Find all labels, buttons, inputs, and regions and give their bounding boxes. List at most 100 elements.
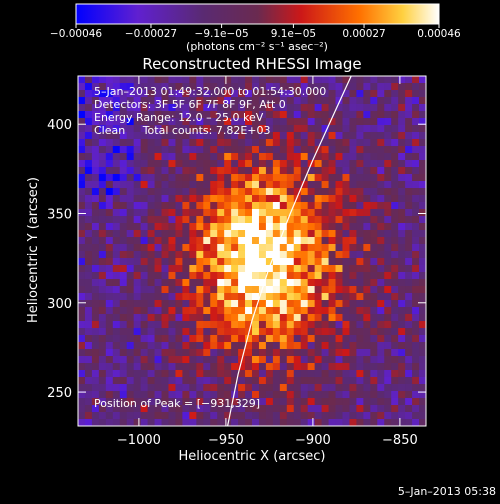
heatmap-cell [258,335,267,343]
heatmap-cell [370,160,378,168]
heatmap-cell [328,76,337,84]
heatmap-cell [307,251,316,259]
heatmap-cell [245,412,253,420]
heatmap-cell [286,90,295,98]
heatmap-cell [84,265,93,273]
heatmap-cell [105,174,114,182]
heatmap-cell [335,139,344,147]
heatmap-cell [356,342,364,350]
heatmap-cell [98,328,107,336]
heatmap-cell [335,125,344,133]
heatmap-cell [224,342,232,350]
heatmap-cell [405,97,413,105]
heatmap-cell [307,104,316,112]
heatmap-cell [307,356,316,364]
heatmap-cell [245,146,253,154]
heatmap-cell [293,104,302,112]
heatmap-cell [105,111,114,119]
heatmap-cell [105,349,114,357]
heatmap-cell [252,293,260,301]
heatmap-cell [363,265,371,273]
heatmap-cell [286,118,295,126]
heatmap-cell [272,370,281,378]
heatmap-cell [321,349,330,357]
heatmap-cell [293,146,302,154]
heatmap-cell [335,76,344,84]
heatmap-cell [349,195,357,203]
heatmap-cell [133,202,142,210]
heatmap-cell [391,363,399,371]
heatmap-cell [286,377,295,385]
heatmap-cell [245,125,253,133]
heatmap-cell [84,146,93,154]
heatmap-cell [342,356,351,364]
heatmap-cell [265,356,274,364]
heatmap-cell [154,286,163,294]
heatmap-cell [293,377,302,385]
heatmap-cell [286,314,295,322]
heatmap-cell [210,328,218,336]
heatmap-cell [217,300,225,308]
heatmap-cell [231,398,239,406]
heatmap-cell [238,370,246,378]
heatmap-cell [161,412,170,420]
heatmap-cell [105,398,114,406]
heatmap-cell [126,384,135,392]
heatmap-cell [182,272,190,280]
heatmap-cell [412,132,420,140]
heatmap-cell [412,279,420,287]
heatmap-cell [224,293,232,301]
heatmap-cell [175,83,183,91]
heatmap-cell [293,335,302,343]
heatmap-cell [210,391,218,399]
heatmap-cell [224,125,232,133]
heatmap-cell [210,265,218,273]
heatmap-cell [231,125,239,133]
heatmap-cell [391,321,399,329]
heatmap-cell [265,377,274,385]
heatmap-cell [293,279,302,287]
heatmap-cell [300,419,309,426]
heatmap-cell [175,412,183,420]
heatmap-cell [91,125,100,133]
heatmap-cell [231,83,239,91]
heatmap-cell [112,370,121,378]
heatmap-cell [147,230,156,238]
heatmap-cell [321,153,330,161]
heatmap-cell [252,398,260,406]
heatmap-cell [133,258,142,266]
heatmap-cell [419,209,426,217]
heatmap-cell [140,356,149,364]
heatmap-cell [279,97,288,105]
heatmap-cell [328,97,337,105]
heatmap-cell [147,356,156,364]
heatmap-cell [363,237,371,245]
heatmap-cell [98,265,107,273]
heatmap-cell [175,342,183,350]
heatmap-cell [307,419,316,426]
heatmap-cell [321,328,330,336]
heatmap-cell [398,146,406,154]
heatmap-cell [105,160,114,168]
heatmap-cell [328,342,337,350]
heatmap-cell [119,286,128,294]
heatmap-cell [252,139,260,147]
heatmap-cell [119,300,128,308]
heatmap-cell [91,258,100,266]
heatmap-cell [279,356,288,364]
heatmap-cell [279,265,288,273]
heatmap-cell [133,286,142,294]
heatmap-cell [307,272,316,280]
heatmap-cell [224,83,232,91]
heatmap-cell [384,412,392,420]
heatmap-cell [356,244,364,252]
heatmap-cell [412,321,420,329]
heatmap-cell [91,300,100,308]
heatmap-cell [265,153,274,161]
heatmap-cell [140,244,149,252]
heatmap-cell [314,272,323,280]
heatmap-cell [300,279,309,287]
heatmap-cell [398,139,406,147]
heatmap-cell [377,286,385,294]
heatmap-cell [98,342,107,350]
